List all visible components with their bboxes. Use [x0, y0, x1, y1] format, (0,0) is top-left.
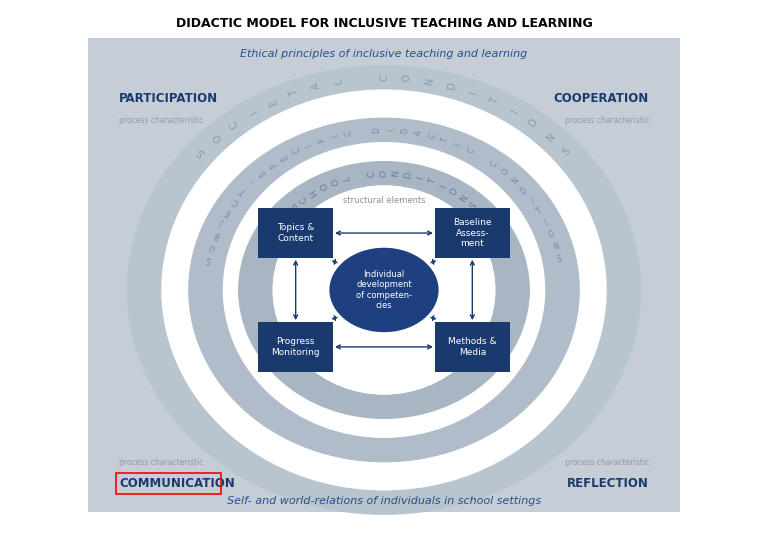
Text: C: C: [230, 196, 240, 206]
Text: S: S: [206, 254, 212, 263]
FancyBboxPatch shape: [435, 208, 510, 258]
Text: H: H: [308, 187, 319, 197]
Ellipse shape: [188, 118, 580, 462]
Text: J: J: [219, 218, 225, 228]
Text: I: I: [305, 142, 314, 147]
Text: Topics &
Content: Topics & Content: [277, 223, 314, 243]
Text: I: I: [248, 108, 258, 115]
Text: E: E: [267, 96, 279, 106]
Text: Progress
Monitoring: Progress Monitoring: [271, 337, 320, 357]
Text: N: N: [458, 193, 470, 204]
FancyBboxPatch shape: [258, 208, 333, 258]
Text: C: C: [229, 118, 240, 129]
Text: F: F: [317, 136, 327, 143]
Text: structural elements: structural elements: [343, 196, 425, 205]
Text: T: T: [239, 186, 249, 196]
Text: A: A: [414, 130, 424, 136]
Text: O: O: [379, 170, 389, 177]
Text: A: A: [310, 81, 322, 91]
Text: O: O: [449, 186, 460, 197]
Text: T: T: [441, 136, 451, 143]
Text: PARTICIPATION: PARTICIPATION: [119, 92, 218, 105]
Text: N: N: [551, 241, 560, 251]
Text: COOPERATION: COOPERATION: [554, 92, 649, 105]
FancyBboxPatch shape: [435, 322, 510, 372]
Text: E: E: [223, 207, 233, 217]
Text: L: L: [333, 78, 343, 85]
Text: O: O: [330, 177, 341, 186]
Text: D: D: [519, 185, 529, 196]
Text: S: S: [196, 146, 207, 158]
Text: T: T: [427, 178, 437, 186]
Text: O: O: [500, 167, 511, 177]
Text: C: C: [292, 146, 302, 154]
FancyBboxPatch shape: [258, 322, 333, 372]
Ellipse shape: [223, 142, 545, 438]
Ellipse shape: [238, 161, 530, 419]
Text: I: I: [529, 197, 536, 205]
Text: -: -: [249, 177, 257, 185]
Text: process characteristic: process characteristic: [119, 459, 204, 467]
Text: REFLECTION: REFLECTION: [567, 477, 649, 490]
Text: E: E: [280, 152, 290, 161]
FancyBboxPatch shape: [88, 38, 680, 512]
Text: C: C: [489, 159, 500, 169]
Text: D: D: [400, 127, 410, 134]
Text: D: D: [403, 171, 414, 179]
Text: Methods &
Media: Methods & Media: [448, 337, 497, 357]
Text: S: S: [556, 254, 562, 263]
Text: I: I: [543, 218, 549, 228]
Text: C: C: [344, 130, 354, 136]
Ellipse shape: [273, 185, 495, 395]
Text: D: D: [372, 127, 382, 133]
Text: I: I: [439, 183, 448, 190]
Text: process characteristic: process characteristic: [564, 459, 649, 467]
Ellipse shape: [127, 65, 641, 515]
Text: I: I: [415, 176, 425, 180]
Text: O: O: [211, 131, 223, 143]
Ellipse shape: [329, 247, 439, 333]
Text: U: U: [208, 241, 216, 251]
Text: COMMUNICATION: COMMUNICATION: [119, 477, 235, 490]
Text: process characteristic: process characteristic: [564, 116, 649, 125]
Text: process characteristic: process characteristic: [119, 116, 204, 125]
Text: S: S: [258, 167, 268, 177]
Text: T: T: [289, 88, 300, 97]
Text: C: C: [428, 132, 438, 139]
Text: O: O: [547, 229, 556, 240]
Text: T: T: [489, 96, 501, 106]
Text: Individual
development
of competen-
cies: Individual development of competen- cies: [356, 270, 412, 310]
Text: D: D: [446, 81, 458, 91]
Text: B: B: [213, 229, 220, 240]
Text: I: I: [386, 128, 396, 131]
Text: I: I: [510, 108, 520, 115]
Text: O: O: [402, 74, 412, 82]
Text: C: C: [466, 146, 476, 154]
Text: T: T: [535, 207, 545, 217]
Text: Ethical principles of inclusive teaching and learning: Ethical principles of inclusive teaching…: [240, 49, 528, 59]
Ellipse shape: [273, 185, 495, 395]
Text: L: L: [343, 175, 353, 182]
Text: C: C: [299, 193, 310, 204]
Text: I: I: [331, 134, 340, 138]
Text: P: P: [269, 160, 279, 169]
Text: S: S: [561, 146, 572, 158]
Text: S: S: [290, 201, 300, 211]
Text: N: N: [510, 176, 521, 186]
Ellipse shape: [161, 89, 607, 491]
Text: C: C: [379, 74, 389, 81]
Text: N: N: [424, 76, 435, 86]
Text: S: S: [468, 201, 478, 211]
Text: I: I: [468, 89, 479, 96]
Text: I: I: [454, 142, 463, 147]
Text: N: N: [392, 170, 401, 177]
Text: C: C: [367, 170, 376, 177]
Text: Baseline
Assess-
ment: Baseline Assess- ment: [453, 218, 492, 248]
Text: Self- and world-relations of individuals in school settings: Self- and world-relations of individuals…: [227, 496, 541, 506]
Text: O: O: [527, 118, 540, 130]
Text: N: N: [545, 131, 557, 143]
Text: O: O: [319, 181, 330, 191]
Text: DIDACTIC MODEL FOR INCLUSIVE TEACHING AND LEARNING: DIDACTIC MODEL FOR INCLUSIVE TEACHING AN…: [176, 17, 592, 30]
